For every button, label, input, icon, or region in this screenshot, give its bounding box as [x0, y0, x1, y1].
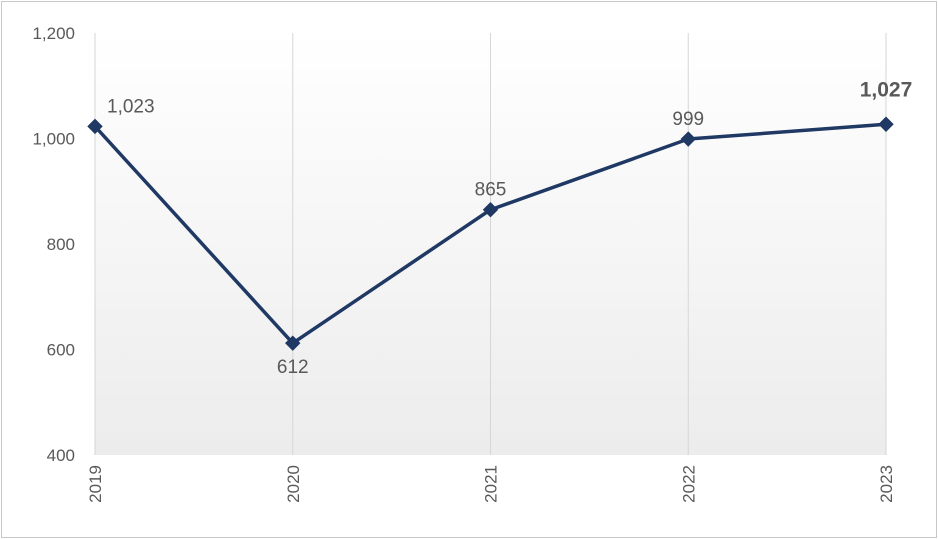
y-axis: 400 600 800 1,000 1,200 [32, 24, 75, 465]
data-label-2022: 999 [672, 109, 704, 130]
x-axis: 2019 2020 2021 2022 2023 [86, 465, 896, 503]
data-label-2021: 865 [475, 180, 507, 201]
x-tick-label: 2020 [284, 465, 303, 503]
x-tick-label: 2023 [877, 465, 896, 503]
data-label-2020: 612 [277, 357, 309, 378]
data-point-2020 [285, 335, 301, 351]
y-tick-label: 1,000 [32, 130, 75, 149]
series [87, 116, 894, 351]
data-point-2023 [878, 116, 894, 132]
y-tick-label: 400 [47, 446, 75, 465]
y-tick-label: 600 [47, 341, 75, 360]
data-point-2021 [482, 202, 499, 218]
data-label-2023: 1,027 [860, 78, 913, 101]
data-labels: 1,023 612 865 999 1,027 [107, 78, 912, 378]
x-tick-label: 2022 [679, 465, 698, 503]
y-tick-label: 1,200 [32, 24, 75, 43]
grid-lines [94, 33, 887, 455]
data-label-2019: 1,023 [107, 96, 155, 117]
x-tick-label: 2019 [86, 465, 105, 503]
x-tick-label: 2021 [482, 465, 501, 503]
data-point-2019 [87, 118, 103, 135]
data-point-2022 [680, 131, 696, 147]
y-tick-label: 800 [47, 235, 75, 254]
